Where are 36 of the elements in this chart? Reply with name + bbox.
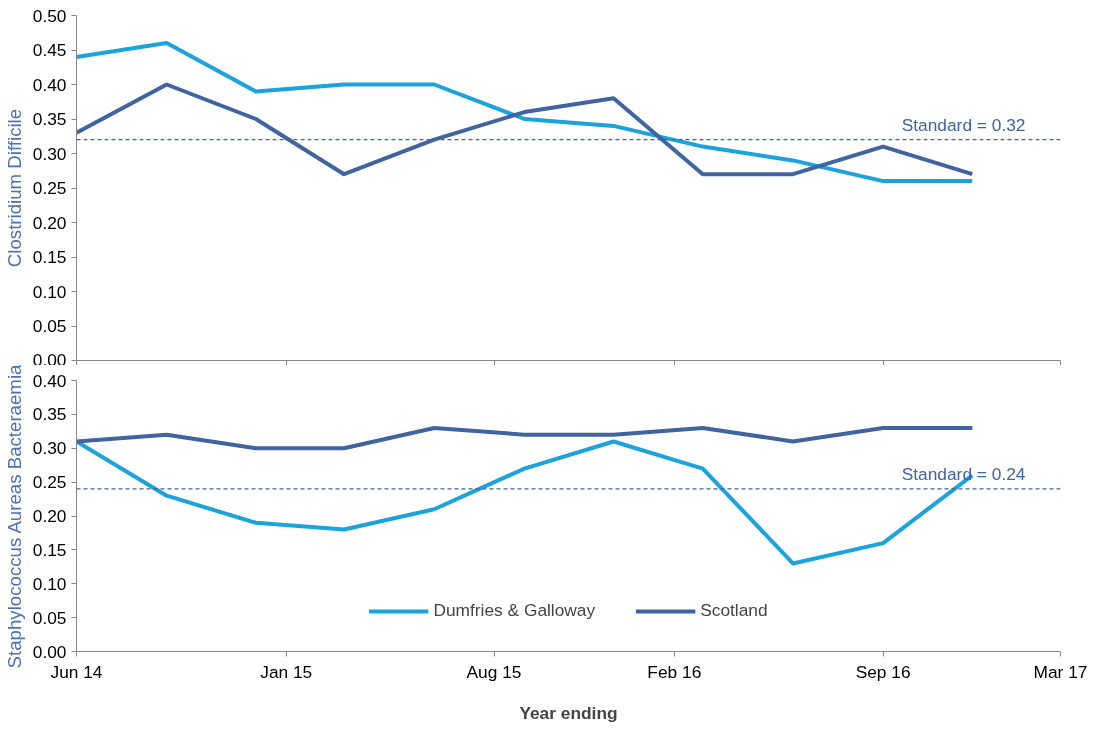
y-tick-label: 0.20 (32, 212, 67, 233)
y-tick-label: 0.05 (32, 607, 67, 628)
y-axis-title: Staphylococcus Aureas Bacteraemia (3, 363, 25, 669)
line-series (76, 425, 975, 451)
line-series (76, 41, 975, 184)
x-tick-label: Mar 17 (1033, 661, 1088, 682)
y-tick-label: 0.10 (32, 573, 67, 594)
x-tick-label: Aug 15 (466, 661, 522, 682)
y-tick-label: 0.40 (32, 370, 67, 391)
x-tick-label: Sep 16 (855, 661, 911, 682)
ref-line-label: Standard = 0.24 (901, 463, 1026, 484)
x-tick-label: Feb 16 (647, 661, 702, 682)
y-tick-label: 0.50 (32, 5, 67, 26)
y-tick-label: 0.05 (32, 316, 67, 336)
y-axis-title: Clostridium Difficile (3, 108, 25, 268)
y-tick-label: 0.45 (32, 40, 67, 60)
line-series (76, 439, 975, 566)
ref-line-label: Standard = 0.32 (901, 114, 1026, 135)
y-tick-label: 0.10 (32, 281, 67, 302)
y-tick-label: 0.25 (32, 472, 67, 493)
y-tick-label: 0.30 (32, 438, 67, 459)
y-tick-label: 0.00 (32, 641, 67, 662)
y-tick-label: 0.15 (32, 539, 67, 560)
legend-label: Scotland (700, 600, 768, 621)
y-tick-label: 0.35 (32, 404, 67, 425)
y-tick-label: 0.35 (32, 109, 67, 129)
y-tick-label: 0.25 (32, 178, 67, 198)
y-tick-label: 0.30 (32, 143, 67, 164)
x-axis-title: Year ending (519, 702, 618, 723)
y-tick-label: 0.00 (32, 349, 67, 370)
y-tick-label: 0.15 (32, 247, 67, 267)
x-tick-label: Jun 14 (50, 661, 103, 682)
x-tick-label: Jan 15 (260, 661, 313, 682)
y-tick-label: 0.20 (32, 506, 67, 526)
legend-label: Dumfries & Galloway (433, 600, 596, 621)
y-tick-label: 0.40 (32, 74, 67, 95)
